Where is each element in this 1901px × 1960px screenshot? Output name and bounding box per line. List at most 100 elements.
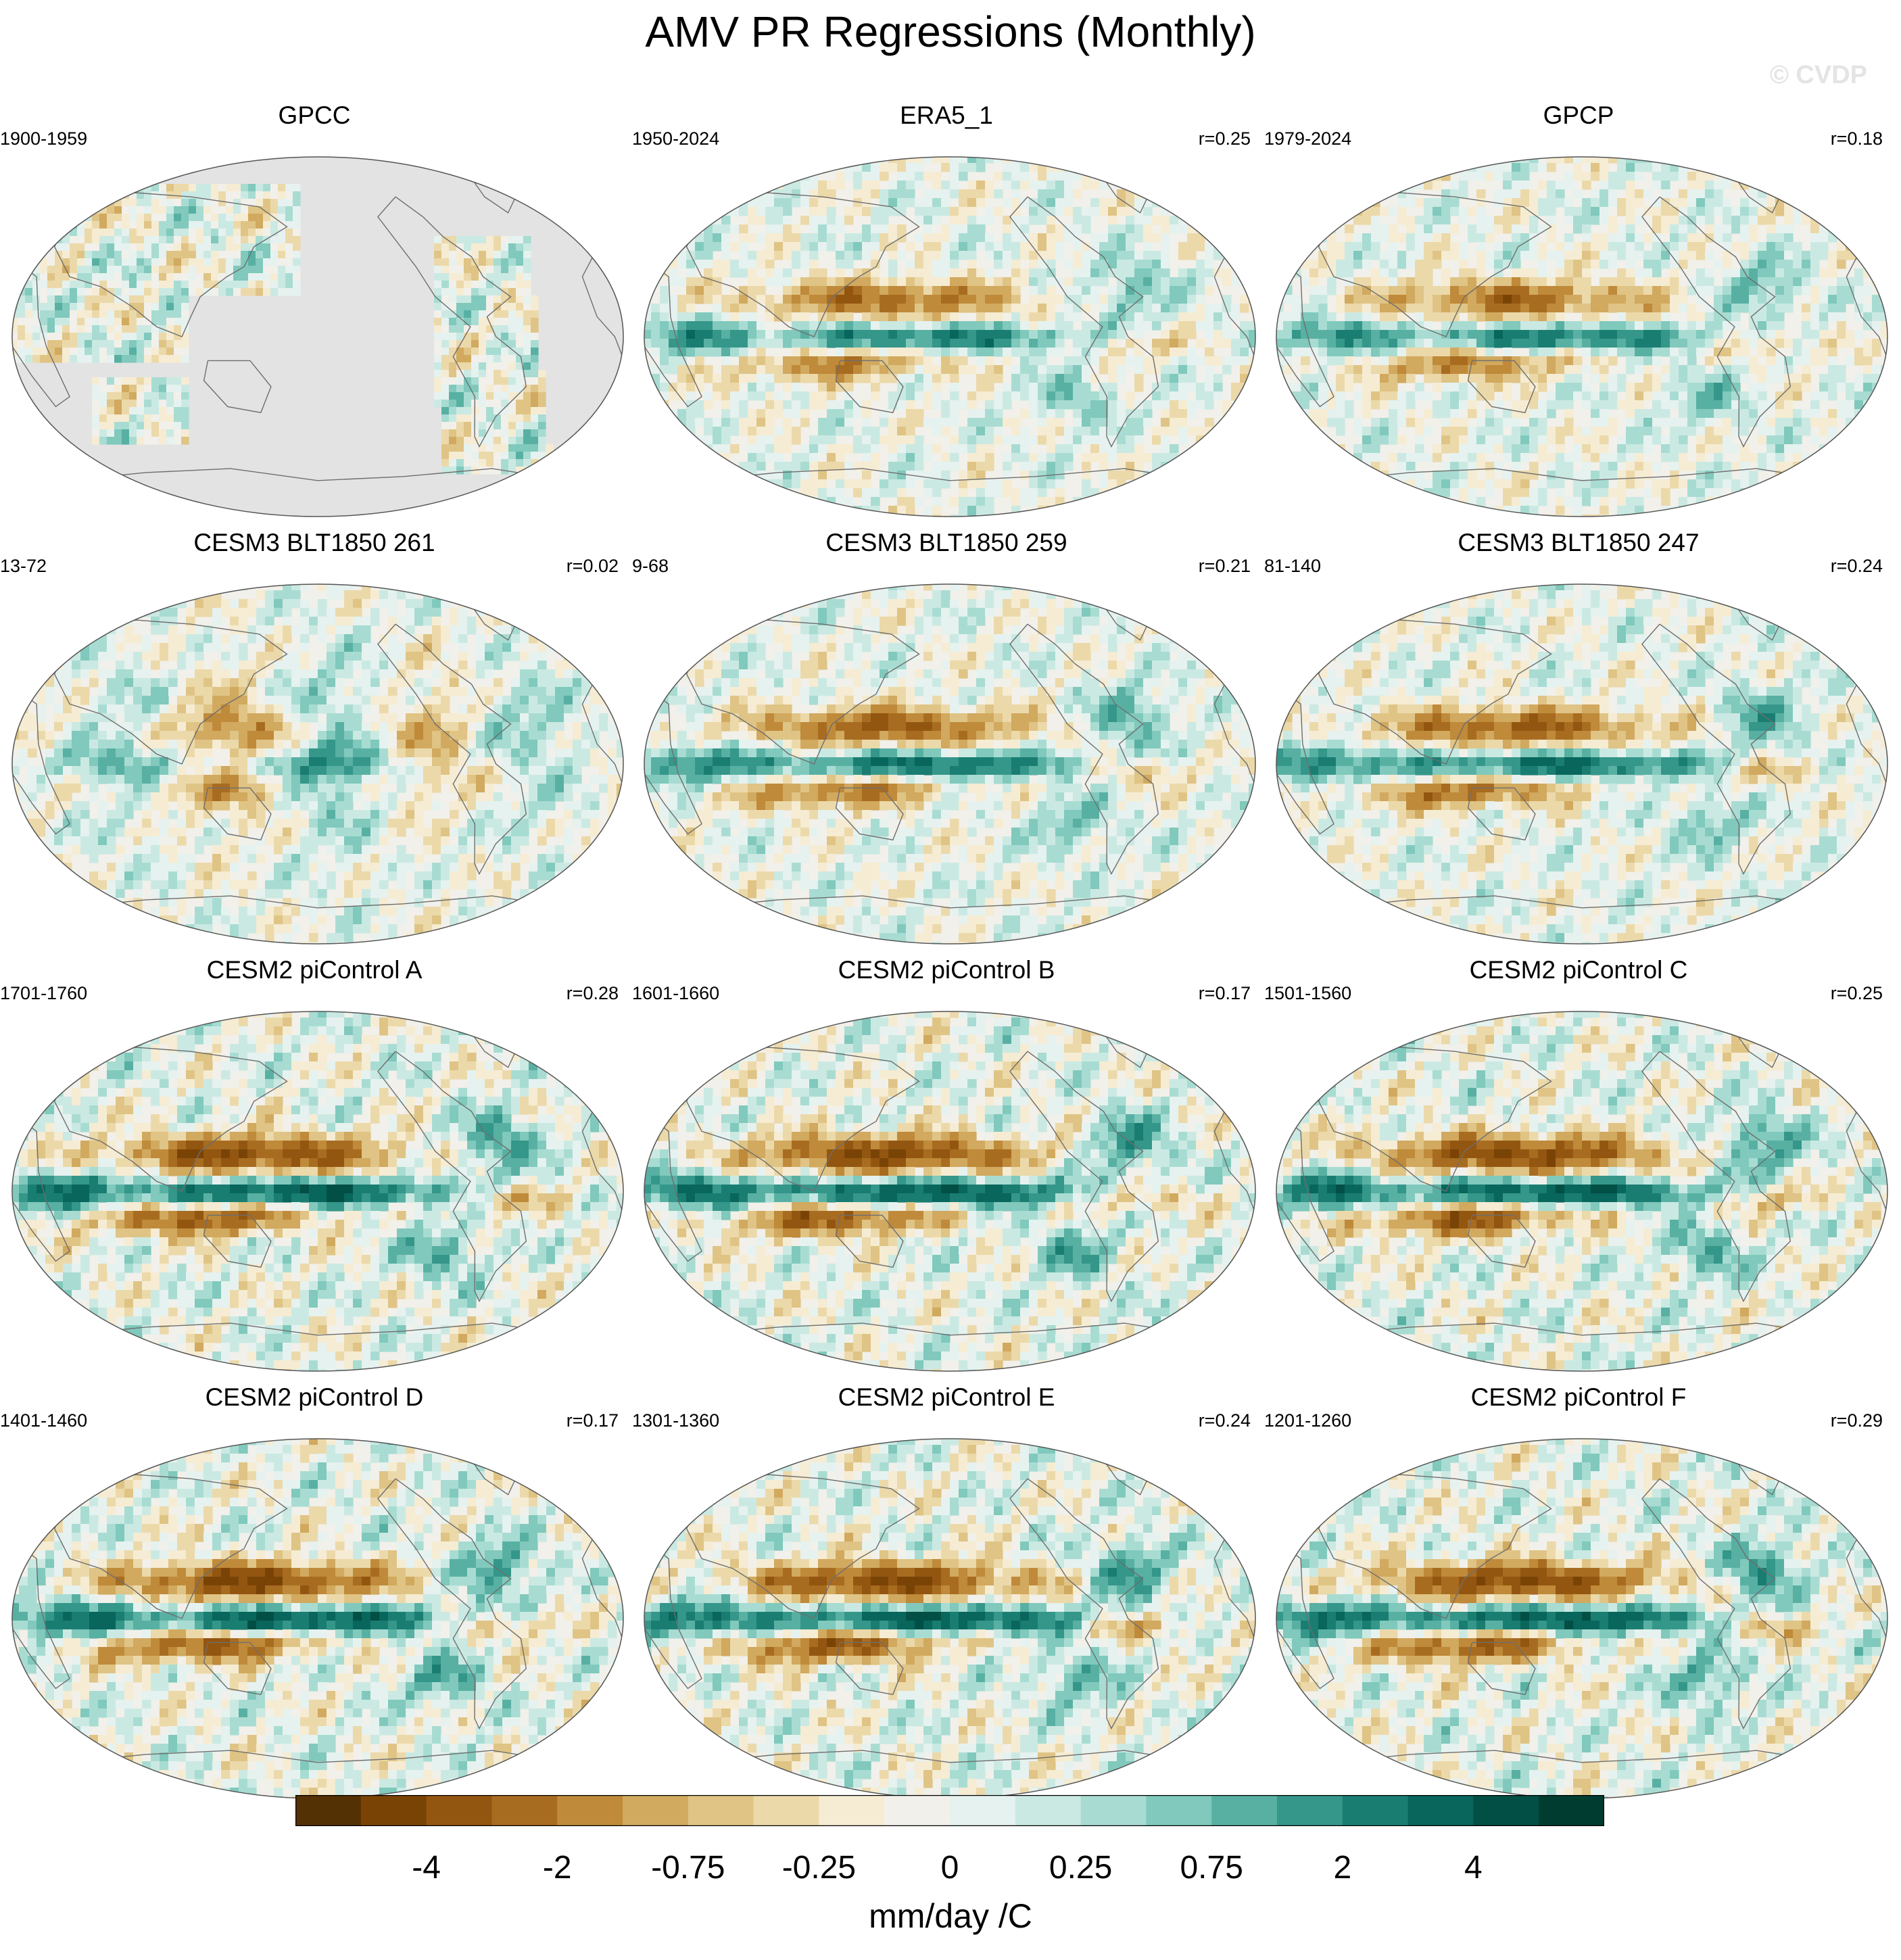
field-cell <box>531 370 539 378</box>
field-cell <box>1099 427 1109 436</box>
field-cell <box>1705 330 1714 339</box>
field-cell <box>774 497 784 506</box>
field-cell <box>1011 339 1021 348</box>
coastline <box>1009 196 1159 448</box>
field-cell <box>1459 242 1468 252</box>
field-cell <box>1046 260 1056 269</box>
field-cell <box>508 348 516 356</box>
field-cell <box>1055 207 1065 216</box>
field-cell <box>1143 400 1153 410</box>
field-cell <box>1276 216 1284 225</box>
field-cell <box>1143 251 1153 260</box>
field-cell <box>800 400 810 410</box>
field-cell <box>1205 198 1214 208</box>
field-cell <box>1766 286 1776 295</box>
field-cell <box>77 214 85 222</box>
field-cell <box>1187 198 1197 208</box>
field-cell <box>1626 216 1635 225</box>
field-cell <box>686 163 696 172</box>
field-cell <box>1152 471 1161 480</box>
field-cell <box>1029 400 1038 410</box>
field-cell <box>713 189 722 199</box>
field-cell <box>464 266 472 274</box>
field-cell <box>1205 348 1214 357</box>
field-cell <box>1222 488 1232 498</box>
field-cell <box>1362 233 1372 243</box>
field-cell <box>959 348 968 357</box>
field-cell <box>809 506 819 515</box>
field-cell <box>906 242 915 252</box>
field-cell <box>888 233 898 243</box>
field-cell <box>1064 435 1074 445</box>
field-cell <box>144 355 152 363</box>
field-cell <box>1828 207 1837 216</box>
field-cell <box>166 214 174 222</box>
field-cell <box>1670 242 1679 252</box>
field-cell <box>686 277 696 287</box>
field-cell <box>1055 242 1065 252</box>
field-cell <box>166 288 174 296</box>
field-cell <box>844 251 854 260</box>
field-cell <box>1608 304 1618 313</box>
field-cell <box>721 462 731 471</box>
field-cell <box>1582 198 1591 208</box>
field-cell <box>1846 181 1855 190</box>
field-cell <box>774 391 784 401</box>
field-cell <box>278 191 286 199</box>
field-cell <box>739 365 748 375</box>
field-cell <box>994 365 1003 375</box>
field-cell <box>70 333 78 341</box>
field-cell <box>871 497 880 506</box>
field-cell <box>906 339 915 348</box>
field-cell <box>494 429 502 437</box>
field-cell <box>1170 462 1179 471</box>
field-cell <box>1433 207 1442 216</box>
field-cell <box>1161 418 1170 427</box>
field-cell <box>1652 242 1662 252</box>
field-cell <box>1038 391 1047 401</box>
field-cell <box>1476 189 1486 199</box>
field-cell <box>897 330 907 339</box>
field-cell <box>1538 251 1547 260</box>
field-cell <box>695 506 704 515</box>
field-cell <box>818 207 827 216</box>
field-cell <box>959 163 968 172</box>
field-cell <box>1011 295 1021 304</box>
field-cell <box>783 409 792 419</box>
field-cell <box>1529 233 1539 243</box>
field-cell <box>1126 435 1135 445</box>
field-cell <box>203 251 212 259</box>
field-cell <box>748 409 757 419</box>
field-cell <box>144 295 152 304</box>
field-cell <box>471 459 479 467</box>
field-cell <box>174 422 182 430</box>
field-cell <box>915 462 924 471</box>
field-cell <box>1573 330 1583 339</box>
field-cell <box>1476 216 1486 225</box>
field-cell <box>1222 444 1232 454</box>
field-cell <box>985 506 994 515</box>
field-cell <box>818 330 827 339</box>
field-cell <box>256 266 264 274</box>
field-cell <box>12 214 18 222</box>
field-cell <box>1082 374 1091 383</box>
field-cell <box>92 229 100 237</box>
field-cell <box>1617 242 1627 252</box>
field-cell <box>1205 321 1214 331</box>
field-cell <box>1881 330 1887 339</box>
field-cell <box>1003 260 1012 269</box>
field-cell <box>1178 312 1188 322</box>
field-cell <box>1731 277 1741 287</box>
field-cell <box>1670 251 1679 260</box>
field-cell <box>122 288 130 296</box>
field-cell <box>1046 462 1056 471</box>
field-cell <box>713 286 722 295</box>
field-cell <box>730 242 740 252</box>
field-cell <box>285 236 293 244</box>
field-cell <box>1687 207 1697 216</box>
field-cell <box>159 221 167 229</box>
field-cell <box>1362 330 1372 339</box>
field-cell <box>1055 312 1065 322</box>
field-cell <box>862 515 871 517</box>
field-cell <box>159 437 167 445</box>
